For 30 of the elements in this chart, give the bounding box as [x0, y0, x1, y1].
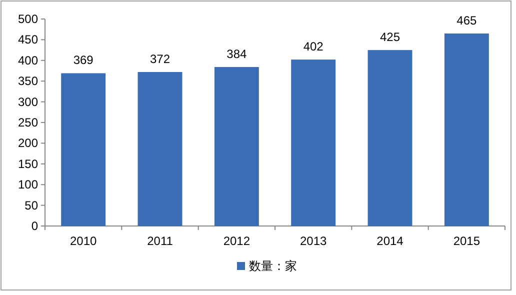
bar: [61, 73, 106, 226]
x-tick-label: 2013: [300, 234, 328, 248]
x-tick-label: 2012: [223, 234, 250, 248]
y-tick-label: 250: [18, 116, 38, 130]
bar: [368, 50, 412, 226]
data-label: 372: [150, 52, 170, 66]
y-tick-label: 350: [18, 74, 38, 88]
bar: [138, 72, 182, 226]
legend-label: 数量：家: [249, 259, 297, 273]
y-tick-label: 300: [18, 94, 38, 109]
y-tick-label: 500: [18, 12, 38, 26]
x-tick-label: 2014: [376, 234, 404, 248]
bar: [214, 67, 259, 226]
data-label: 402: [303, 40, 324, 54]
x-tick-label: 2015: [453, 234, 480, 248]
data-label: 425: [380, 30, 400, 44]
y-tick-label: 50: [24, 198, 38, 212]
x-tick-label: 2011: [147, 234, 174, 248]
y-tick-label: 150: [18, 156, 38, 171]
y-tick-label: 200: [18, 136, 38, 150]
bar: [444, 33, 489, 226]
y-tick-label: 450: [18, 32, 38, 47]
data-label: 384: [226, 47, 247, 62]
x-tick-label: 2010: [70, 234, 98, 248]
y-tick-label: 0: [31, 219, 38, 233]
data-label: 369: [73, 53, 94, 68]
bar: [291, 60, 336, 226]
y-tick-label: 400: [18, 53, 38, 68]
data-label: 465: [456, 13, 477, 28]
y-tick-label: 100: [18, 178, 38, 192]
